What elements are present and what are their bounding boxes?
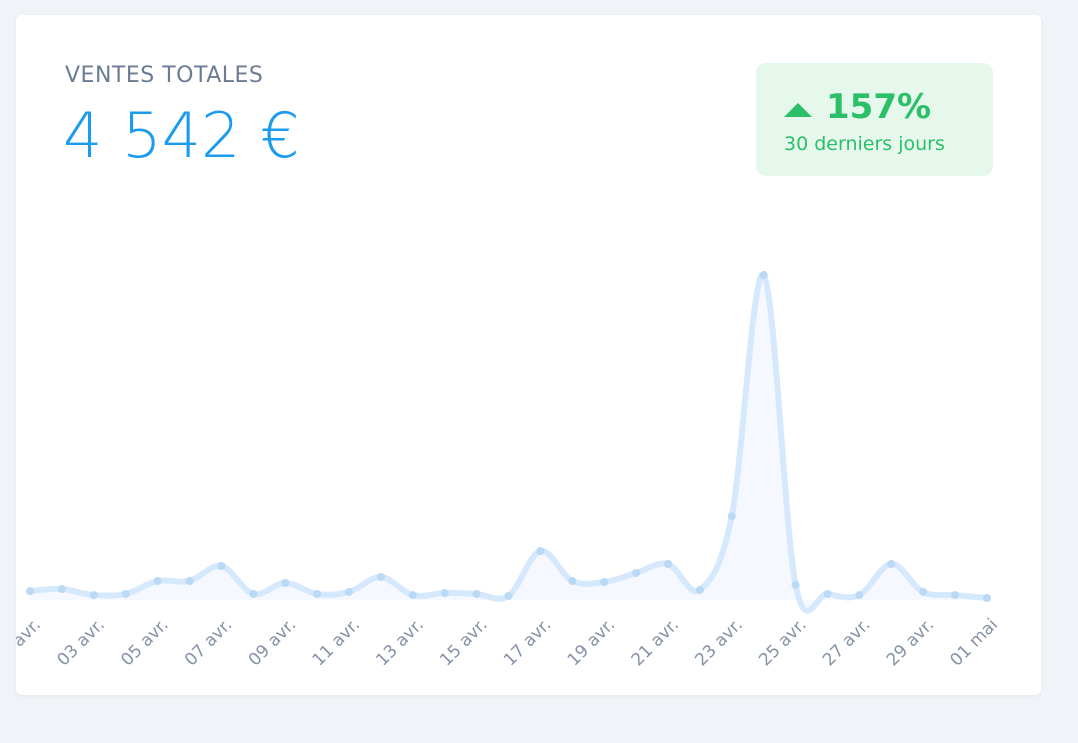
x-tick-label: 25 avr. — [755, 615, 810, 670]
x-tick-label: 03 avr. — [53, 615, 108, 670]
point — [408, 591, 417, 600]
up-arrow — [784, 103, 812, 117]
point — [759, 271, 768, 279]
point — [536, 547, 545, 556]
x-tick-label: 23 avr. — [691, 615, 746, 670]
point — [121, 589, 130, 598]
chart: 01 avr. 03 avr. 05 avr. 07 avr. 09 avr. 11 av… — [16, 271, 1002, 671]
x-tick-label: 09 avr. — [245, 615, 300, 670]
card-title: VENTES TOTALES — [65, 63, 264, 88]
point — [823, 589, 832, 598]
x-tick-label: 11 avr. — [309, 615, 364, 670]
point — [89, 591, 98, 600]
point — [983, 593, 991, 602]
point — [632, 568, 641, 577]
change-value: 157% — [826, 87, 932, 127]
point — [855, 591, 864, 600]
x-tick-label: 19 avr. — [564, 615, 619, 670]
point — [472, 589, 481, 598]
point — [26, 587, 34, 596]
point — [727, 512, 736, 521]
point — [791, 581, 800, 590]
point — [185, 576, 194, 585]
point — [951, 591, 960, 600]
x-tick-label: 01 mai — [946, 615, 1002, 671]
point — [153, 576, 162, 585]
point — [504, 591, 513, 600]
point — [568, 576, 577, 585]
point — [919, 587, 928, 596]
point — [249, 589, 258, 598]
x-tick-label: 27 avr. — [819, 615, 874, 670]
point — [217, 562, 226, 571]
point — [440, 589, 449, 598]
point — [695, 585, 704, 594]
point — [57, 585, 66, 594]
point — [664, 559, 672, 568]
x-tick-label: 05 avr. — [117, 615, 172, 670]
change-period: 30 derniers jours — [784, 133, 945, 155]
point — [887, 559, 896, 568]
point — [313, 589, 322, 598]
x-tick-label: 17 avr. — [500, 615, 555, 670]
point — [600, 578, 609, 587]
total-value: 4 542 € — [63, 99, 300, 172]
x-tick-label: 21 avr. — [628, 615, 683, 670]
x-tick-label: 01 avr. — [16, 615, 45, 670]
point — [376, 572, 385, 581]
line — [27, 271, 990, 614]
x-tick-label: 15 avr. — [436, 615, 491, 670]
point — [345, 587, 353, 596]
sales-card: VENTES TOTALES 4 542 € 157% 30 derniers … — [16, 15, 1041, 695]
x-tick-label: 13 avr. — [372, 615, 427, 670]
change-badge: 157% 30 derniers jours — [756, 63, 993, 176]
point — [281, 579, 290, 588]
area — [30, 274, 987, 611]
x-tick-label: 07 avr. — [181, 615, 236, 670]
x-tick-label: 29 avr. — [883, 615, 938, 670]
